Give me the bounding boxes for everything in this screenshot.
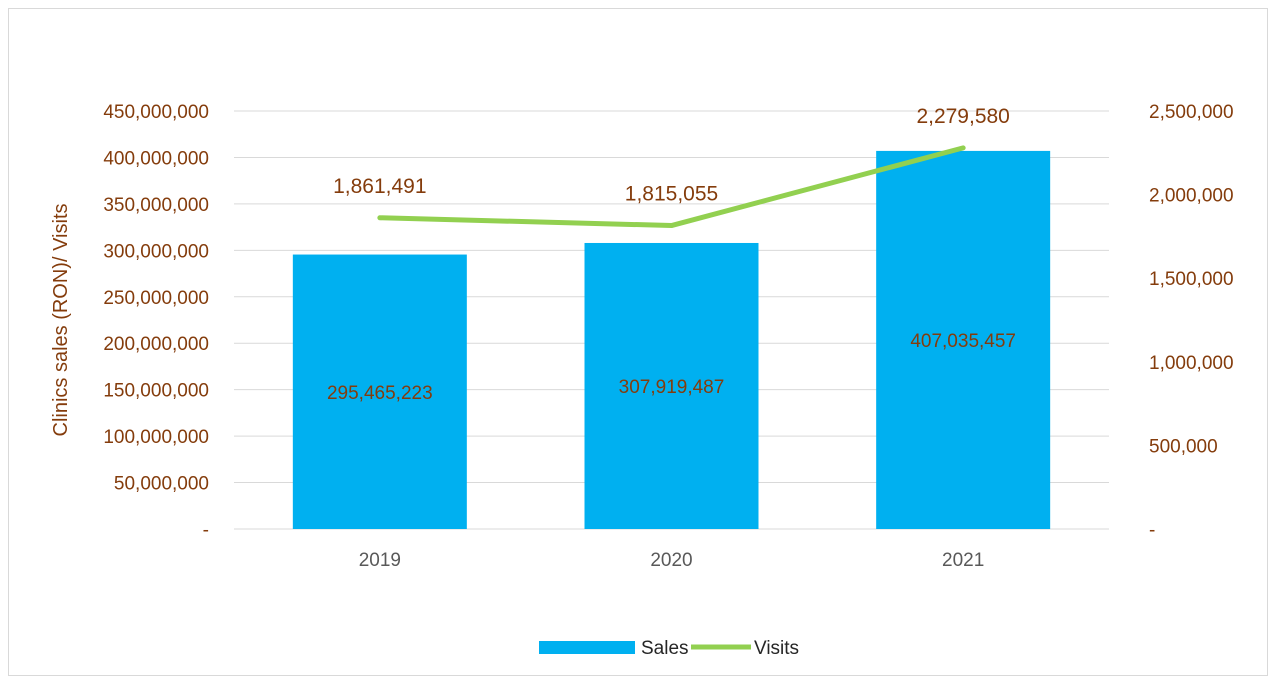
legend-swatch-sales xyxy=(539,641,635,654)
legend-label-sales: Sales xyxy=(641,638,689,659)
bar-2019 xyxy=(292,254,467,529)
visits-value-label: 2,279,580 xyxy=(916,105,1009,128)
y2-tick-label: - xyxy=(1149,520,1155,541)
x-tick-label: 2020 xyxy=(650,550,692,571)
x-tick-label: 2021 xyxy=(942,550,984,571)
bar-value-label: 407,035,457 xyxy=(910,331,1016,352)
x-axis-ticks: 2019 2020 2021 xyxy=(359,550,985,571)
y-tick-label: 100,000,000 xyxy=(103,427,209,448)
y-tick-label: 400,000,000 xyxy=(103,148,209,169)
y-tick-label: 250,000,000 xyxy=(103,288,209,309)
y-axis-title: Clinics sales (RON)/ Visits xyxy=(50,204,72,437)
visits-line-group xyxy=(377,145,966,229)
y-tick-label: 50,000,000 xyxy=(114,474,209,495)
combo-chart: 295,465,223 307,919,487 407,035,457 1,861,… xyxy=(50,102,1234,659)
y2-tick-label: 1,000,000 xyxy=(1149,353,1234,374)
bar-2020 xyxy=(584,242,759,530)
y-tick-label: 200,000,000 xyxy=(103,334,209,355)
y2-tick-label: 2,000,000 xyxy=(1149,186,1234,207)
sales-data-labels: 295,465,223 307,919,487 407,035,457 xyxy=(327,331,1016,404)
visits-line xyxy=(377,145,966,229)
y2-tick-label: 1,500,000 xyxy=(1149,269,1234,290)
y-tick-label: - xyxy=(203,520,209,541)
visits-value-label: 1,861,491 xyxy=(333,175,426,198)
legend: Sales Visits xyxy=(539,638,799,659)
chart-frame: 295,465,223 307,919,487 407,035,457 1,861,… xyxy=(8,8,1268,676)
y-tick-label: 450,000,000 xyxy=(103,102,209,123)
sales-bars xyxy=(292,150,1051,530)
visits-value-label: 1,815,055 xyxy=(625,183,718,206)
y-tick-label: 150,000,000 xyxy=(103,381,209,402)
bar-2021 xyxy=(876,150,1051,529)
legend-label-visits: Visits xyxy=(754,638,799,659)
y2-tick-label: 2,500,000 xyxy=(1149,102,1234,123)
visits-data-labels: 1,861,491 1,815,055 2,279,580 xyxy=(333,105,1010,206)
bar-value-label: 307,919,487 xyxy=(619,377,725,398)
x-tick-label: 2019 xyxy=(359,550,401,571)
right-axis-ticks: - 500,000 1,000,000 1,500,000 2,000,000 2,500… xyxy=(1149,102,1234,541)
bar-value-label: 295,465,223 xyxy=(327,383,433,404)
y-tick-label: 350,000,000 xyxy=(103,195,209,216)
y2-tick-label: 500,000 xyxy=(1149,436,1218,457)
y-tick-label: 300,000,000 xyxy=(103,241,209,262)
left-axis-ticks: - 50,000,000 100,000,000 150,000,000 200,000… xyxy=(103,102,209,541)
